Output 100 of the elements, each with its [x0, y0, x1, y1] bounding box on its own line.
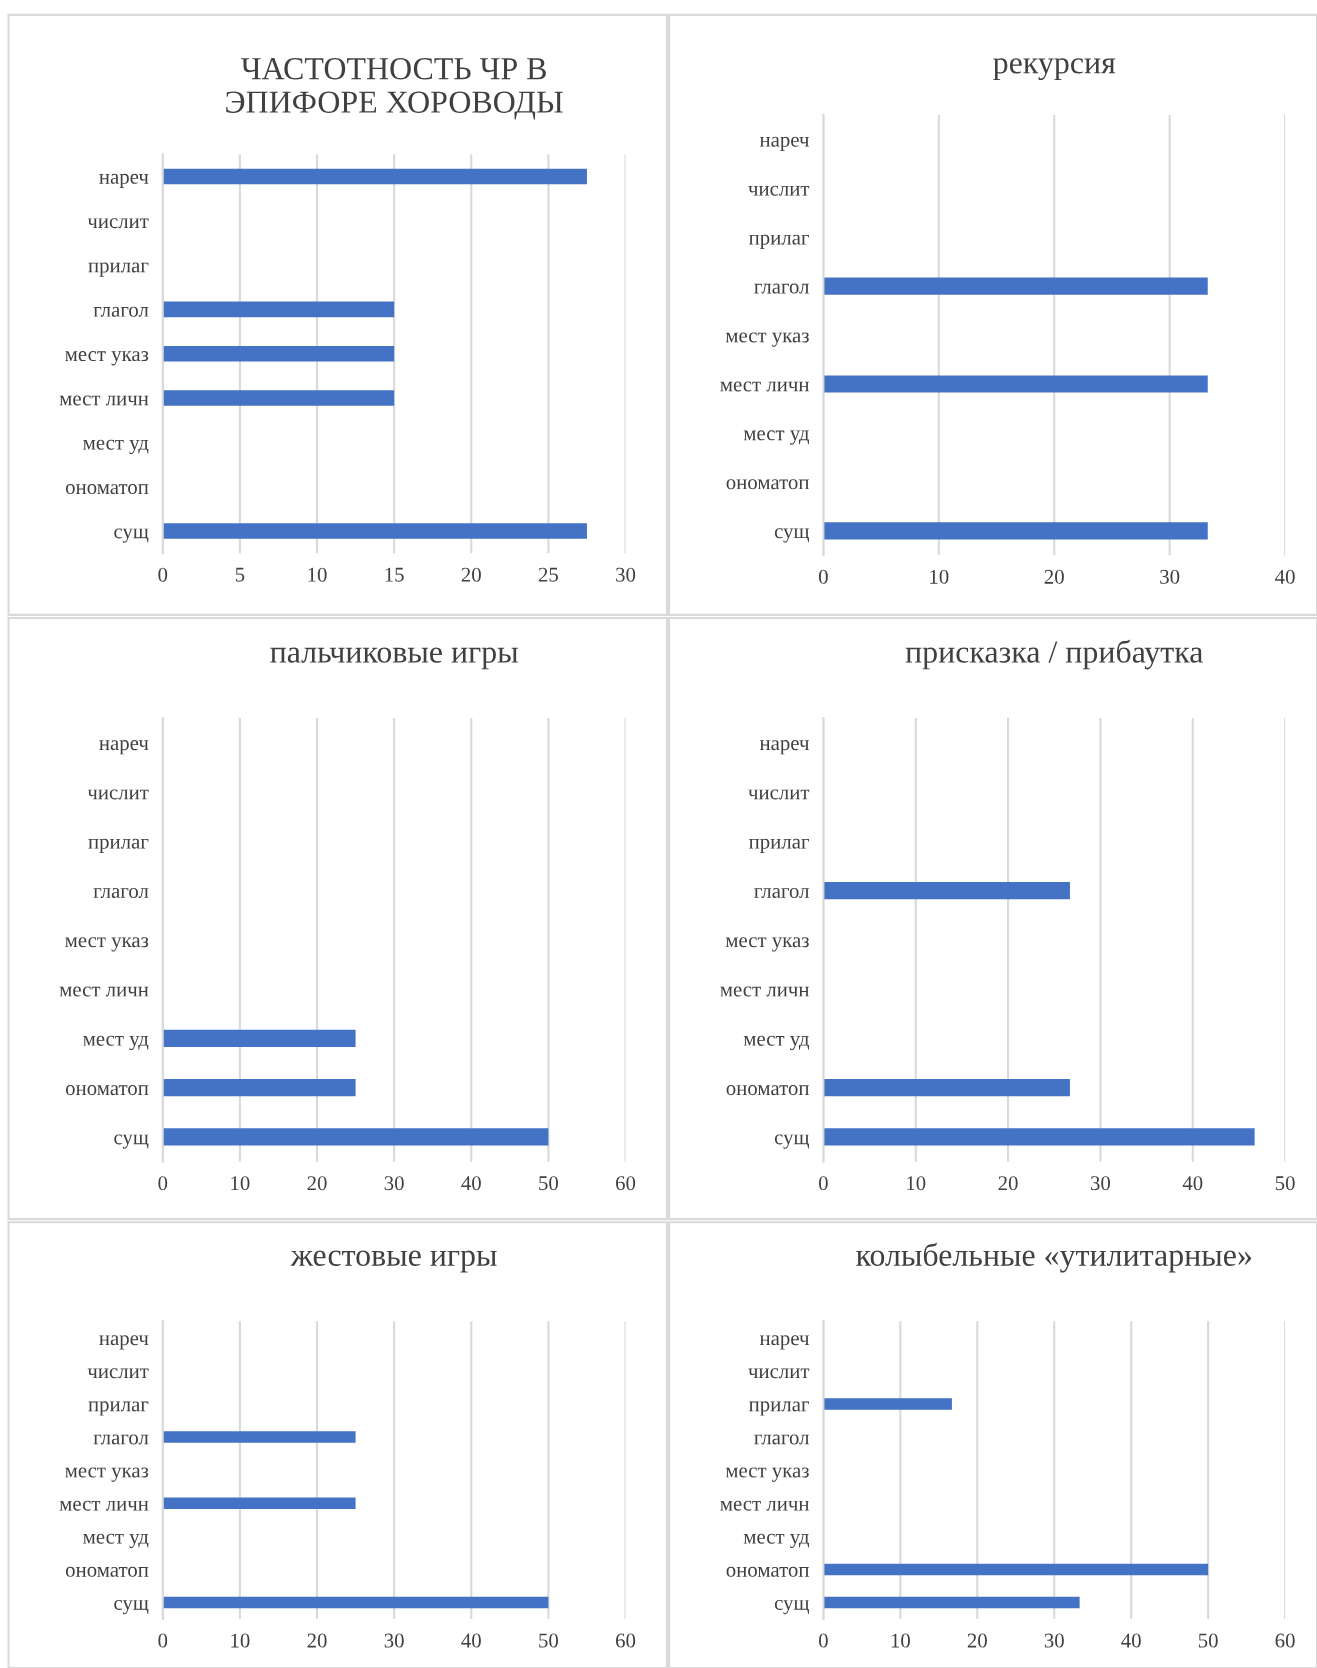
y-tick-label: прилаг: [748, 1401, 809, 1416]
x-tick-label: 10: [231, 1633, 250, 1648]
y-tick-label: ономатоп: [65, 484, 149, 495]
y-tick-label: мест указ: [65, 1467, 149, 1482]
x-tick-label: 50: [1275, 1176, 1295, 1191]
y-tick-label: ономатоп: [65, 1566, 149, 1577]
chart-title: рекурсия: [993, 58, 1116, 81]
y-tick-label: числит: [87, 218, 149, 229]
y-tick-label: числит: [748, 185, 810, 196]
bar: [823, 1596, 1080, 1609]
x-tick-label: 30: [1044, 1633, 1064, 1648]
y-tick-label: ономатоп: [726, 479, 810, 490]
x-tick-label: 0: [818, 1633, 828, 1648]
y-tick-label: мест личн: [59, 395, 149, 406]
y-tick-label: сущ: [774, 528, 810, 543]
y-tick-label: глагол: [93, 1434, 149, 1445]
y-tick-label: числит: [748, 789, 810, 800]
y-tick-label: нареч: [759, 1335, 809, 1350]
y-tick-label: числит: [748, 1368, 810, 1379]
y-tick-label: ономатоп: [65, 1085, 149, 1096]
y-tick-label: нареч: [759, 136, 809, 152]
y-tick-label: глагол: [93, 306, 149, 317]
y-tick-label: мест личн: [720, 381, 810, 392]
y-tick-label: мест указ: [725, 332, 809, 347]
x-tick-label: 20: [307, 1176, 327, 1191]
x-tick-label: 10: [308, 567, 327, 582]
y-tick-label: нареч: [99, 173, 149, 189]
x-tick-label: 0: [158, 567, 168, 582]
x-tick-label: 40: [461, 1176, 481, 1191]
y-tick-label: нареч: [99, 740, 149, 755]
y-tick-label: ономатоп: [726, 1566, 810, 1577]
x-tick-label: 10: [231, 1176, 250, 1191]
x-tick-label: 0: [158, 1176, 168, 1191]
x-tick-label: 30: [384, 1176, 404, 1191]
y-tick-label: мест указ: [65, 351, 149, 366]
x-tick-label: 0: [158, 1633, 168, 1648]
y-tick-label: мест уд: [743, 1035, 810, 1051]
x-tick-label: 30: [384, 1633, 404, 1648]
y-tick-label: числит: [87, 1368, 149, 1379]
y-tick-label: мест указ: [725, 937, 809, 952]
x-tick-label: 10: [930, 569, 949, 584]
y-tick-label: мест указ: [65, 937, 149, 952]
x-tick-label: 25: [538, 567, 558, 582]
x-tick-label: 10: [907, 1176, 926, 1191]
x-tick-label: 20: [998, 1176, 1018, 1191]
y-tick-label: прилаг: [748, 234, 809, 249]
bar: [823, 1398, 952, 1410]
y-tick-label: сущ: [114, 528, 149, 543]
x-tick-label: 50: [1198, 1633, 1218, 1648]
x-tick-label: 20: [1044, 569, 1064, 584]
y-tick-label: мест уд: [83, 1035, 149, 1051]
chart-title: колыбельные «утилитарные»: [856, 1242, 1252, 1273]
x-tick-label: 60: [616, 1176, 636, 1191]
y-tick-label: прилаг: [88, 1401, 149, 1416]
x-tick-label: 40: [461, 1633, 481, 1648]
y-tick-label: мест личн: [720, 986, 810, 997]
x-tick-label: 15: [385, 567, 404, 582]
x-tick-label: 5: [235, 567, 245, 582]
y-tick-label: мест уд: [83, 1533, 149, 1549]
y-tick-label: ономатоп: [726, 1085, 810, 1096]
y-tick-label: мест указ: [725, 1467, 809, 1482]
y-tick-label: глагол: [93, 887, 149, 898]
x-tick-label: 40: [1182, 1176, 1203, 1191]
y-tick-label: числит: [87, 789, 149, 800]
y-tick-label: глагол: [754, 887, 810, 898]
y-tick-label: сущ: [114, 1599, 149, 1615]
y-tick-label: мест уд: [743, 430, 810, 445]
x-tick-label: 0: [818, 569, 828, 584]
y-tick-label: прилаг: [88, 262, 149, 277]
y-tick-label: нареч: [99, 1335, 149, 1350]
x-tick-label: 60: [1275, 1633, 1295, 1648]
x-tick-label: 50: [539, 1633, 559, 1648]
x-tick-label: 30: [616, 567, 636, 582]
x-tick-label: 0: [818, 1176, 828, 1191]
y-tick-label: мест уд: [743, 1533, 810, 1549]
y-tick-label: глагол: [754, 283, 810, 294]
y-tick-label: прилаг: [748, 838, 809, 853]
y-tick-label: мест уд: [83, 439, 149, 455]
y-tick-label: прилаг: [88, 838, 149, 853]
x-tick-label: 30: [1090, 1176, 1111, 1191]
x-tick-label: 10: [891, 1633, 910, 1648]
y-tick-label: сущ: [114, 1134, 149, 1149]
y-tick-label: мест личн: [59, 1500, 149, 1511]
y-tick-label: глагол: [754, 1434, 810, 1445]
chart-title: присказка / прибаутка: [905, 639, 1203, 670]
y-tick-label: сущ: [774, 1134, 810, 1149]
chart-title: жестовые игры: [290, 1250, 497, 1273]
x-tick-label: 20: [967, 1633, 987, 1648]
y-tick-label: мест личн: [59, 986, 149, 997]
x-tick-label: 40: [1121, 1633, 1141, 1648]
y-tick-label: нареч: [759, 740, 809, 755]
x-tick-label: 40: [1275, 569, 1295, 584]
x-tick-label: 50: [539, 1176, 559, 1191]
bar: [823, 1563, 1209, 1576]
x-tick-label: 60: [616, 1633, 636, 1648]
y-tick-label: мест личн: [720, 1500, 810, 1511]
x-tick-label: 20: [461, 567, 481, 582]
x-tick-label: 30: [1160, 569, 1180, 584]
chart-title: ЧАСТОТНОСТЬ ЧР В ЭПИФОРЕ ХОРОВОДЫ: [226, 58, 563, 120]
chart-title: пальчиковые игры: [270, 647, 518, 670]
